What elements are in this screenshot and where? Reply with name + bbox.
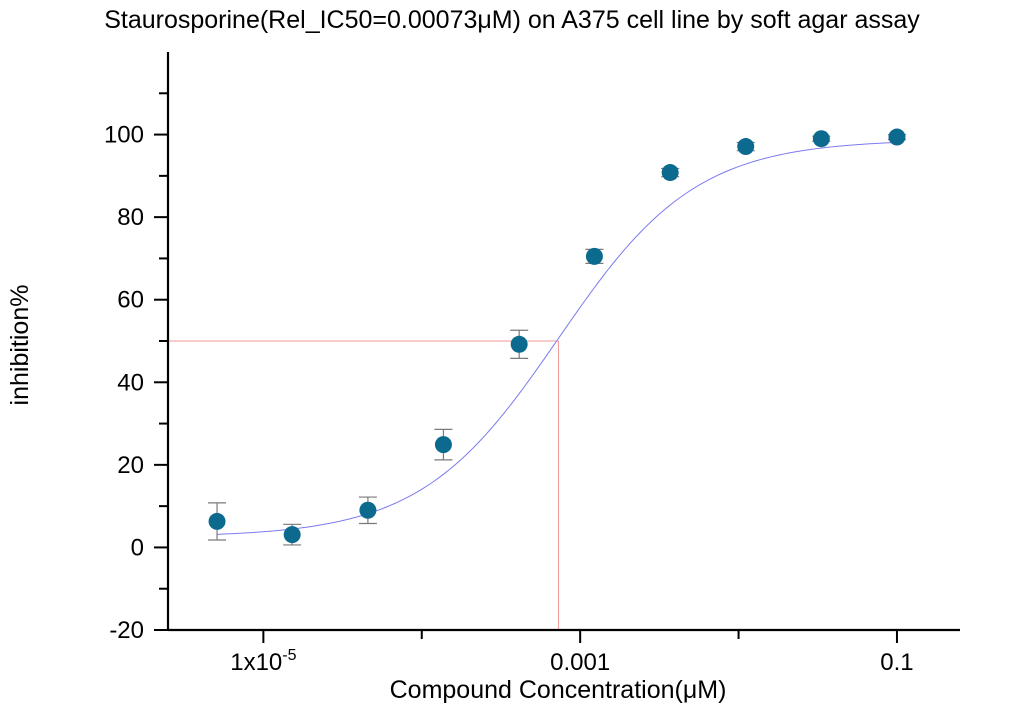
y-tick-label: 80: [117, 204, 144, 231]
y-tick-label: -20: [109, 617, 144, 644]
x-tick-label: 1x10-5: [230, 647, 296, 676]
data-point: [510, 335, 528, 353]
y-tick-label: 0: [131, 534, 144, 561]
x-axis-ticks: 1x10-5 0.001 0.1: [230, 630, 914, 676]
reference-lines: [168, 340, 560, 630]
data-point: [208, 512, 226, 530]
y-tick-label: 60: [117, 287, 144, 314]
y-tick-label: 100: [104, 122, 144, 149]
x-tick-label-exponent: -5: [282, 647, 296, 664]
data-point: [434, 436, 452, 454]
x-tick-label: 0.001: [550, 649, 610, 676]
data-point: [661, 164, 679, 182]
x-tick-label: 0.1: [880, 649, 913, 676]
y-tick-label: 40: [117, 369, 144, 396]
fit-curve: [217, 141, 897, 535]
data-point: [283, 526, 301, 544]
y-tick-label: 20: [117, 452, 144, 479]
data-point: [359, 501, 377, 519]
data-points: [208, 128, 906, 544]
data-point: [812, 130, 830, 148]
y-axis-ticks: -20 0 20 40 60 80 100: [104, 92, 168, 644]
x-axis-title: Compound Concentration(μM): [390, 676, 727, 704]
y-axis-title: inhibition%: [6, 285, 34, 406]
chart-title: Staurosporine(Rel_IC50=0.00073μM) on A37…: [104, 6, 920, 34]
data-point: [888, 128, 906, 146]
data-point: [737, 138, 755, 156]
data-point: [585, 247, 603, 265]
